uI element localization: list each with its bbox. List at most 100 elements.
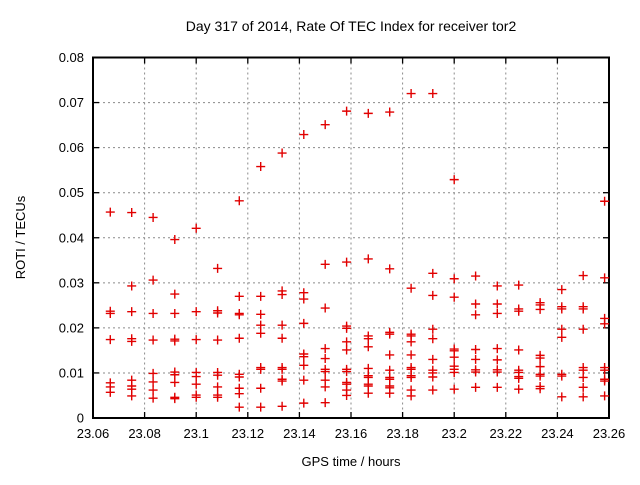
data-point-marker	[428, 324, 438, 334]
data-point-marker	[127, 208, 137, 218]
data-point-marker	[148, 385, 158, 395]
border-rect	[92, 56, 610, 419]
y-tick-label: 0.07	[59, 95, 84, 110]
data-point-marker	[191, 392, 201, 402]
data-point-marker	[600, 319, 610, 329]
data-point-marker	[514, 306, 524, 316]
data-point-marker	[578, 392, 588, 402]
data-point-marker	[277, 364, 287, 374]
data-point-marker	[492, 299, 502, 309]
data-point-marker	[406, 350, 416, 360]
data-point-marker	[299, 398, 309, 408]
data-point-marker	[600, 376, 610, 386]
data-point-marker	[449, 274, 459, 284]
data-point-marker	[213, 392, 223, 402]
data-point-marker	[234, 291, 244, 301]
data-point-marker	[105, 387, 115, 397]
data-point-marker	[148, 275, 158, 285]
grid-lines	[93, 57, 609, 418]
data-point-marker	[492, 367, 502, 377]
data-point-marker	[342, 323, 352, 333]
data-point-marker	[234, 333, 244, 343]
data-point-marker	[535, 362, 545, 372]
x-tick-label: 23.08	[128, 426, 161, 441]
data-point-marker	[277, 376, 287, 386]
data-point-marker	[191, 372, 201, 382]
data-point-marker	[170, 377, 180, 387]
data-point-marker	[557, 324, 567, 334]
data-point-marker	[557, 304, 567, 314]
data-point-marker	[320, 354, 330, 364]
x-tick-label: 23.18	[386, 426, 419, 441]
data-point-marker	[449, 292, 459, 302]
data-point-marker	[471, 345, 481, 355]
data-point-marker	[428, 354, 438, 364]
data-point-marker	[277, 290, 287, 300]
data-point-marker	[342, 106, 352, 116]
data-point-marker	[234, 402, 244, 412]
data-point-marker	[105, 207, 115, 217]
data-point-marker	[342, 337, 352, 347]
data-point-marker	[170, 394, 180, 404]
data-point-marker	[256, 291, 266, 301]
data-point-marker	[578, 271, 588, 281]
x-tick-label: 23.06	[77, 426, 110, 441]
data-point-marker	[471, 382, 481, 392]
data-point-marker	[148, 212, 158, 222]
data-point-marker	[320, 367, 330, 377]
data-point-marker	[471, 299, 481, 309]
data-point-marker	[148, 308, 158, 318]
data-point-marker	[600, 273, 610, 283]
data-point-marker	[170, 289, 180, 299]
data-point-marker	[428, 372, 438, 382]
data-point-marker	[127, 281, 137, 291]
data-point-marker	[363, 108, 373, 118]
data-point-marker	[385, 107, 395, 117]
data-point-marker	[471, 367, 481, 377]
y-tick-label: 0.01	[59, 365, 84, 380]
data-point-marker	[277, 148, 287, 158]
data-point-marker	[127, 391, 137, 401]
y-tick-label: 0.03	[59, 275, 84, 290]
data-point-marker	[256, 402, 266, 412]
data-point-marker	[213, 308, 223, 318]
data-point-marker	[471, 354, 481, 364]
data-point-marker	[256, 162, 266, 172]
data-point-marker	[428, 268, 438, 278]
data-point-marker	[127, 336, 137, 346]
x-axis-label: GPS time / hours	[302, 454, 401, 469]
data-point-marker	[406, 337, 416, 347]
data-point-marker	[256, 320, 266, 330]
data-point-marker	[449, 384, 459, 394]
data-point-marker	[428, 334, 438, 344]
data-point-marker	[256, 364, 266, 374]
data-point-marker	[492, 344, 502, 354]
data-point-marker	[191, 307, 201, 317]
data-point-marker	[514, 280, 524, 290]
data-point-marker	[191, 223, 201, 233]
data-point-marker	[600, 196, 610, 206]
data-point-marker	[557, 285, 567, 295]
data-point-marker	[342, 345, 352, 355]
data-point-marker	[191, 379, 201, 389]
data-point-marker	[363, 342, 373, 352]
data-point-marker	[578, 304, 588, 314]
data-point-marker	[363, 254, 373, 264]
x-tick-label: 23.26	[593, 426, 626, 441]
data-point-marker	[213, 335, 223, 345]
data-point-marker	[320, 382, 330, 392]
data-point-marker	[578, 324, 588, 334]
x-tick-label: 23.16	[335, 426, 368, 441]
data-point-marker	[191, 335, 201, 345]
data-point-marker	[342, 257, 352, 267]
data-point-marker	[127, 307, 137, 317]
data-point-marker	[535, 304, 545, 314]
data-point-marker	[557, 371, 567, 381]
data-point-marker	[299, 294, 309, 304]
data-point-marker	[600, 365, 610, 375]
data-point-marker	[428, 290, 438, 300]
data-point-marker	[299, 130, 309, 140]
data-point-marker	[170, 370, 180, 380]
data-point-marker	[557, 332, 567, 342]
data-point-marker	[105, 308, 115, 318]
